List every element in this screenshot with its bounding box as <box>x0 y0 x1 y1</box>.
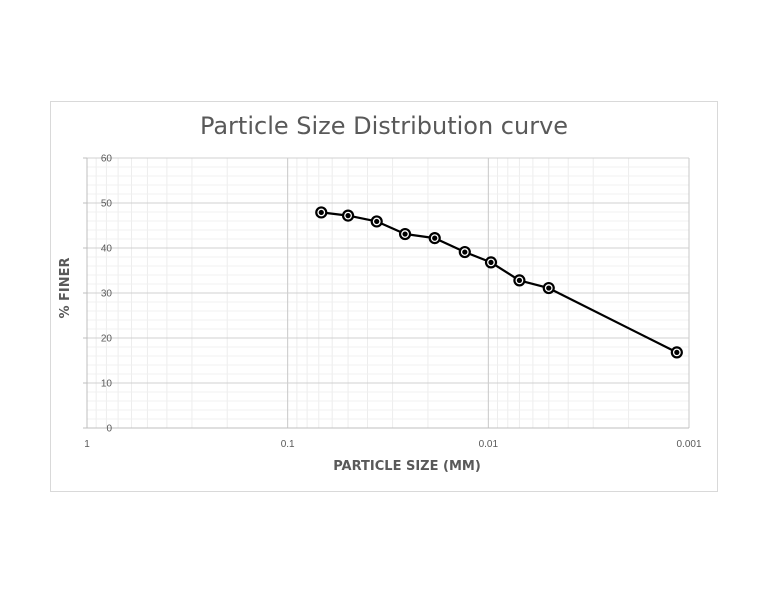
x-tick-label: 1 <box>84 439 90 450</box>
x-tick-label: 0.1 <box>281 439 295 450</box>
y-axis-title: % FINER <box>58 257 73 318</box>
data-point-center <box>374 218 380 225</box>
data-point-center <box>462 249 468 255</box>
y-tick-label: 20 <box>101 334 113 345</box>
series-layer <box>315 206 683 359</box>
y-tick-label: 30 <box>101 289 113 300</box>
data-point-center <box>674 349 680 355</box>
tick-labels: 0 10 20 30 40 50 60 1 0.1 0.01 0.001 <box>84 154 702 451</box>
y-tick-label: 10 <box>101 379 113 390</box>
data-point-center <box>488 259 494 265</box>
y-tick-label: 50 <box>101 199 113 210</box>
data-point-center <box>516 277 523 283</box>
y-tick-label: 0 <box>106 424 112 435</box>
x-tick-label: 0.01 <box>479 439 499 450</box>
data-point-center <box>402 231 408 237</box>
data-point-center <box>546 285 552 291</box>
data-point-center <box>345 213 351 219</box>
x-axis-title: PARTICLE SIZE (MM) <box>333 459 481 474</box>
chart-title: Particle Size Distribution curve <box>199 112 569 140</box>
major-gridlines <box>86 157 690 429</box>
y-tick-label: 40 <box>101 244 113 255</box>
data-point-center <box>318 209 324 216</box>
y-tick-label: 60 <box>101 154 113 165</box>
chart-frame <box>50 101 718 492</box>
axes <box>83 157 689 429</box>
data-point-center <box>432 235 438 241</box>
series-line <box>321 211 678 354</box>
x-tick-label: 0.001 <box>676 439 701 450</box>
